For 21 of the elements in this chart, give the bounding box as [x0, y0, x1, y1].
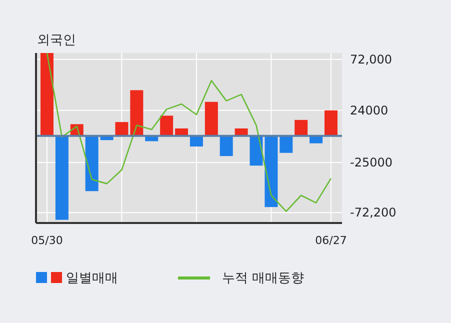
y-tick-label: 72,000 — [350, 52, 392, 66]
y-tick-label: -25000 — [350, 155, 393, 170]
y-tick-label: -72,200 — [350, 206, 396, 220]
bar — [324, 110, 338, 136]
bar — [85, 136, 98, 192]
bar — [40, 53, 54, 136]
bar — [280, 136, 293, 153]
bar — [55, 136, 68, 220]
legend-label: 누적 매매동향 — [222, 271, 304, 286]
legend-label: 일별매매 — [66, 271, 118, 286]
x-tick-label: 06/27 — [315, 234, 347, 247]
bar — [160, 116, 174, 136]
bar — [294, 120, 308, 136]
chart-title: 외국인 — [37, 33, 76, 48]
line-series — [46, 52, 332, 212]
bar — [130, 90, 144, 136]
y-tick-label: 24000 — [350, 103, 388, 118]
bar — [220, 136, 233, 156]
x-tick-label: 05/30 — [31, 234, 63, 247]
bar — [204, 102, 218, 136]
bar — [115, 122, 128, 136]
